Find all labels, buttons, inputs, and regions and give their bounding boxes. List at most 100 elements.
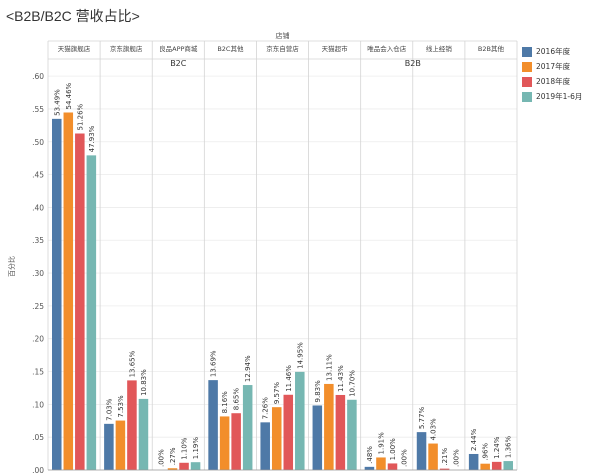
bar: [52, 118, 62, 471]
bar: [503, 461, 513, 470]
bar: [468, 453, 479, 470]
bar: [347, 399, 357, 470]
group-label: B2C: [170, 59, 187, 68]
bar-value-label: 53.49%: [53, 89, 61, 116]
bar: [260, 422, 270, 470]
legend-swatch: [522, 46, 532, 57]
bar-value-label: 11.43%: [337, 365, 345, 392]
bar-value-label: .48%: [366, 446, 374, 464]
bar: [242, 385, 253, 470]
bar-value-label: .21%: [441, 447, 449, 465]
chart-title: <B2B/B2C 营收占比>: [6, 8, 140, 24]
bar-value-label: 51.26%: [76, 103, 84, 130]
bar: [219, 416, 230, 470]
category-label: 良品APP商城: [159, 44, 198, 53]
legend-item: 2016年度: [522, 44, 582, 59]
y-tick-label: .15: [32, 368, 44, 377]
bar: [86, 155, 97, 471]
y-tick-label: .40: [32, 203, 44, 212]
y-tick-label: .55: [32, 105, 44, 114]
bar-value-label: 7.26%: [262, 397, 270, 420]
bar-value-label: 13.11%: [325, 354, 333, 381]
bar-value-label: 11.46%: [285, 365, 293, 392]
bar: [167, 468, 178, 470]
legend-label: 2017年度: [536, 62, 571, 71]
bar-value-label: .00%: [157, 449, 165, 467]
y-tick-label: .60: [32, 72, 44, 81]
category-label: B2B其他: [478, 44, 505, 53]
category-label: 唯品会入仓店: [367, 44, 407, 53]
bar-value-label: .00%: [401, 449, 409, 467]
legend-swatch: [522, 76, 532, 87]
legend-swatch: [522, 61, 532, 72]
category-label: B2C其他: [217, 44, 244, 53]
bar-value-label: 5.77%: [418, 407, 426, 430]
bar: [295, 371, 305, 470]
bar-value-label: 4.03%: [430, 418, 438, 441]
category-label: 京东自营店: [266, 44, 299, 53]
legend-label: 2019年1-6月: [536, 92, 583, 101]
bar-value-label: 10.83%: [140, 369, 148, 396]
legend-item: 2017年度: [522, 59, 582, 74]
bar-value-label: 12.94%: [244, 355, 252, 382]
bar: [387, 463, 398, 470]
y-tick-label: .50: [32, 138, 44, 147]
bar: [364, 466, 375, 470]
legend: 2016年度 2017年度 2018年度 2019年1-6月: [522, 44, 582, 104]
bar: [376, 457, 386, 470]
bar: [138, 398, 149, 470]
bar-value-label: 7.53%: [117, 395, 125, 418]
header-label: 店铺: [276, 31, 290, 40]
y-tick-label: .10: [32, 400, 44, 409]
bar: [115, 420, 126, 470]
bar-value-label: 14.95%: [296, 342, 304, 369]
bar-value-label: 9.57%: [273, 382, 281, 405]
bar-value-label: 1.91%: [377, 432, 385, 455]
category-label: 天猫旗舰店: [58, 44, 91, 53]
bar: [480, 463, 490, 470]
bar-value-label: 9.83%: [314, 380, 322, 403]
bar-value-label: 1.24%: [493, 436, 501, 459]
bar-value-label: 8.65%: [233, 388, 241, 411]
bar-value-label: 1.00%: [389, 438, 397, 461]
bar: [190, 462, 201, 470]
group-label: B2B: [405, 59, 421, 68]
bar-value-label: 7.03%: [105, 398, 113, 421]
bar-value-label: 8.16%: [221, 391, 229, 414]
bar: [491, 461, 502, 470]
bar: [63, 112, 74, 470]
y-tick-label: .20: [32, 335, 44, 344]
legend-label: 2018年度: [536, 77, 571, 86]
bar-value-label: .00%: [453, 449, 461, 467]
bar: [416, 432, 427, 470]
bar: [312, 405, 323, 470]
y-axis-label: 百分比: [7, 256, 16, 277]
bar-value-label: .27%: [169, 447, 177, 465]
y-tick-label: .45: [32, 171, 44, 180]
bar: [127, 380, 137, 470]
bar: [104, 423, 114, 470]
bar: [179, 462, 189, 470]
bar: [208, 380, 218, 470]
legend-item: 2018年度: [522, 74, 582, 89]
bar-value-label: 1.36%: [505, 435, 513, 458]
y-tick-label: .05: [32, 433, 44, 442]
bar-value-label: 13.69%: [210, 350, 218, 377]
category-label: 京东旗舰店: [110, 44, 143, 53]
bar-value-label: 10.70%: [348, 370, 356, 397]
y-tick-label: .30: [32, 269, 44, 278]
category-label: 天猫超市: [322, 44, 349, 53]
category-label: 线上经销: [426, 44, 453, 53]
bar-value-label: 47.93%: [88, 125, 96, 152]
y-tick-label: .00: [32, 466, 44, 475]
bar: [428, 443, 438, 470]
y-tick-label: .35: [32, 236, 44, 245]
bar: [271, 407, 282, 470]
legend-swatch: [522, 91, 532, 102]
bar: [75, 133, 85, 470]
bar-value-label: 1.19%: [192, 437, 200, 460]
bar-value-label: 1.10%: [181, 437, 189, 460]
legend-label: 2016年度: [536, 47, 571, 56]
bar-value-label: 54.46%: [65, 82, 73, 109]
